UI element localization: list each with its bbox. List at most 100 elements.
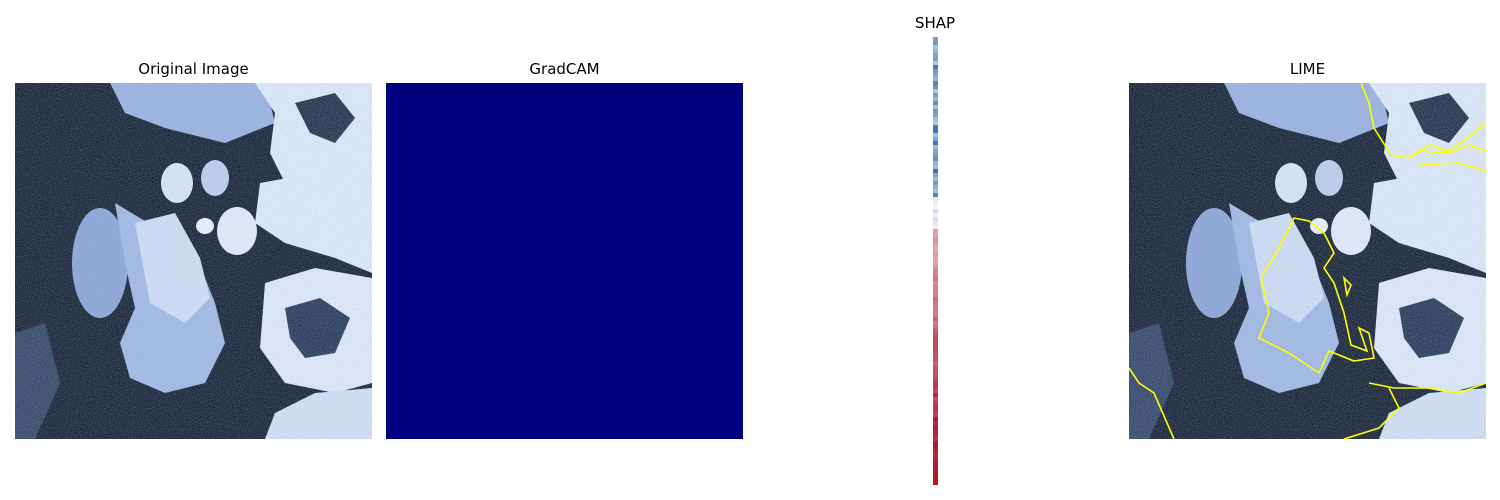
shap-strip-cell	[933, 209, 938, 213]
shap-strip-cell	[933, 469, 938, 473]
shap-strip-cell	[933, 229, 938, 233]
shap-strip-cell	[933, 293, 938, 297]
gradcam-title: GradCAM	[529, 60, 600, 78]
shap-strip-cell	[933, 465, 938, 469]
shap-strip-cell	[933, 413, 938, 417]
shap-strip-cell	[933, 345, 938, 349]
shap-strip-cell	[933, 417, 938, 421]
shap-strip-cell	[933, 389, 938, 393]
shap-strip-cell	[933, 473, 938, 477]
shap-panel	[933, 37, 938, 485]
shap-strip-cell	[933, 429, 938, 433]
shap-strip-cell	[933, 81, 938, 85]
shap-strip-cell	[933, 281, 938, 285]
shap-strip-cell	[933, 453, 938, 457]
shap-strip-cell	[933, 241, 938, 245]
shap-strip-cell	[933, 373, 938, 377]
shap-strip-cell	[933, 185, 938, 189]
shap-strip-cell	[933, 65, 938, 69]
shap-strip-cell	[933, 409, 938, 413]
shap-strip-cell	[933, 481, 938, 485]
shap-strip-cell	[933, 377, 938, 381]
shap-strip-cell	[933, 85, 938, 89]
original-image-title: Original Image	[138, 60, 249, 78]
shap-strip-cell	[933, 133, 938, 137]
shap-strip-cell	[933, 301, 938, 305]
shap-strip-cell	[933, 89, 938, 93]
shap-strip-cell	[933, 361, 938, 365]
shap-strip-cell	[933, 165, 938, 169]
shap-strip-cell	[933, 313, 938, 317]
shap-strip-cell	[933, 253, 938, 257]
shap-strip-cell	[933, 37, 938, 41]
shap-strip-cell	[933, 329, 938, 333]
shap-strip-cell	[933, 49, 938, 53]
shap-strip-cell	[933, 53, 938, 57]
shap-strip-cell	[933, 125, 938, 129]
shap-strip-cell	[933, 321, 938, 325]
shap-strip-cell	[933, 57, 938, 61]
shap-strip-cell	[933, 289, 938, 293]
shap-strip-cell	[933, 357, 938, 361]
shap-strip-cell	[933, 337, 938, 341]
shap-strip-cell	[933, 405, 938, 409]
shap-strip-cell	[933, 197, 938, 201]
shap-strip-cell	[933, 121, 938, 125]
shap-strip-cell	[933, 77, 938, 81]
shap-strip-cell	[933, 257, 938, 261]
shap-strip-cell	[933, 317, 938, 321]
shap-strip-cell	[933, 233, 938, 237]
shap-strip-cell	[933, 401, 938, 405]
shap-strip-cell	[933, 441, 938, 445]
shap-strip-cell	[933, 193, 938, 197]
lime-overlay-image	[1129, 83, 1486, 439]
shap-strip-cell	[933, 457, 938, 461]
shap-attribution-strip	[933, 37, 938, 485]
shap-strip-cell	[933, 73, 938, 77]
shap-strip-cell	[933, 433, 938, 437]
shap-strip-cell	[933, 353, 938, 357]
shap-strip-cell	[933, 213, 938, 217]
shap-strip-cell	[933, 157, 938, 161]
lime-boundary-lines	[1129, 83, 1486, 439]
shap-strip-cell	[933, 149, 938, 153]
shap-strip-cell	[933, 161, 938, 165]
shap-strip-cell	[933, 153, 938, 157]
shap-strip-cell	[933, 449, 938, 453]
shap-strip-cell	[933, 181, 938, 185]
gradcam-heatmap	[386, 83, 743, 439]
original-image-panel	[15, 83, 372, 439]
shap-strip-cell	[933, 201, 938, 205]
shap-strip-cell	[933, 117, 938, 121]
shap-strip-cell	[933, 365, 938, 369]
shap-strip-cell	[933, 309, 938, 313]
shap-strip-cell	[933, 285, 938, 289]
shap-strip-cell	[933, 177, 938, 181]
shap-strip-cell	[933, 93, 938, 97]
shap-strip-cell	[933, 97, 938, 101]
shap-strip-cell	[933, 369, 938, 373]
shap-strip-cell	[933, 249, 938, 253]
shap-strip-cell	[933, 477, 938, 481]
shap-strip-cell	[933, 137, 938, 141]
shap-strip-cell	[933, 437, 938, 441]
shap-strip-cell	[933, 237, 938, 241]
shap-strip-cell	[933, 113, 938, 117]
lime-panel	[1129, 83, 1486, 439]
shap-strip-cell	[933, 425, 938, 429]
shap-strip-cell	[933, 145, 938, 149]
shap-strip-cell	[933, 397, 938, 401]
shap-strip-cell	[933, 277, 938, 281]
shap-strip-cell	[933, 61, 938, 65]
shap-strip-cell	[933, 189, 938, 193]
shap-strip-cell	[933, 217, 938, 221]
shap-strip-cell	[933, 393, 938, 397]
shap-strip-cell	[933, 41, 938, 45]
shap-strip-cell	[933, 461, 938, 465]
shap-strip-cell	[933, 169, 938, 173]
shap-strip-cell	[933, 445, 938, 449]
shap-strip-cell	[933, 297, 938, 301]
shap-strip-cell	[933, 333, 938, 337]
shap-strip-cell	[933, 225, 938, 229]
ct-scan-image	[15, 83, 372, 439]
